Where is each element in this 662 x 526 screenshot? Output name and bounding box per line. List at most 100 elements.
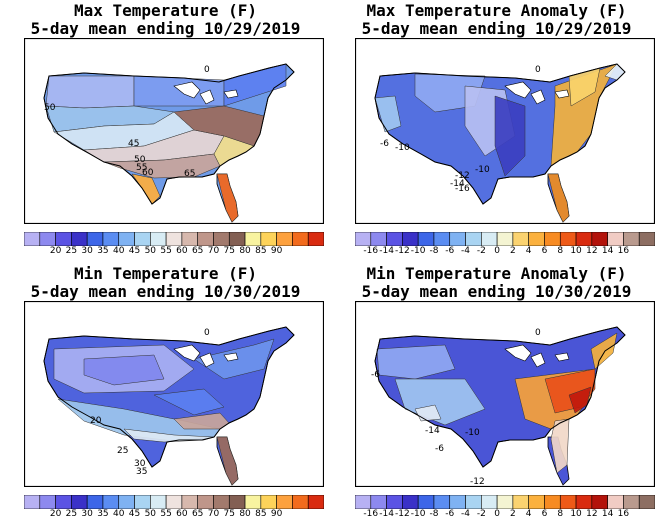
contour-label: 30 (134, 459, 146, 469)
legend-bar-temp (24, 232, 324, 246)
legend-swatch (638, 232, 655, 246)
legend-tick-label: 70 (207, 246, 220, 256)
legend-swatch (181, 495, 198, 509)
contour-zone (590, 332, 618, 370)
legend-tick-label: 90 (270, 246, 283, 256)
legend-swatch (181, 232, 198, 246)
legend-tick-label: -16 (363, 509, 379, 519)
legend-tick-label: 85 (255, 246, 267, 256)
legend-tick-label: -12 (395, 509, 410, 519)
contour-label: 25 (117, 446, 128, 456)
legend-swatch (575, 232, 593, 246)
map-frame (355, 38, 655, 224)
legend-tick-label: -16 (363, 246, 379, 256)
legend-tick-label: 75 (223, 509, 235, 519)
legend-tick-label: 6 (541, 246, 548, 256)
legend-swatch (481, 232, 498, 246)
contour-label: 0 (535, 328, 541, 338)
legend-tick-label: 10 (570, 246, 582, 256)
panel-max-temp: Max Temperature (F) 5-day mean ending 10… (0, 0, 331, 263)
map-max-temp-anomaly: -6 -10 -12-14-16 -10 0 (355, 38, 655, 224)
legend-tick-label: -10 (410, 246, 426, 256)
legend-bar-anomaly (355, 232, 655, 246)
legend-swatch (496, 495, 514, 509)
legend-tick-label: 75 (223, 246, 235, 256)
contour-zone (103, 153, 221, 179)
legend-tick-label: -2 (476, 509, 486, 519)
contour-label: -16 (455, 184, 470, 194)
contour-zone (547, 173, 570, 223)
legend-tick-label: 25 (65, 246, 78, 256)
legend-swatch (544, 232, 561, 246)
legend-tick-label: 16 (617, 246, 630, 256)
legend-tick-label: 25 (65, 509, 78, 519)
legend-tick-label: 80 (239, 509, 251, 519)
legend-swatch (512, 495, 529, 509)
panel-min-temp: Min Temperature (F) 5-day mean ending 10… (0, 263, 331, 526)
contour-zone (216, 173, 239, 223)
legend-tick-label: -6 (445, 246, 455, 256)
contour-label: 0 (204, 65, 210, 75)
contour-label: -14 (450, 179, 465, 189)
legend-swatch (213, 495, 230, 509)
legend-swatch (355, 232, 372, 246)
legend-ticks-anomaly: -16 -14 -12 -10 -8 -6 -4 -2 0 2 4 6 8 10 12 14 16 (355, 509, 655, 523)
legend-tick-label: 16 (617, 509, 630, 519)
contour-label: -10 (475, 165, 490, 175)
contour-zone (216, 436, 239, 486)
legend-swatch (355, 495, 372, 509)
legend-tick-label: 12 (586, 246, 598, 256)
panel-title: Max Temperature Anomaly (F) (366, 1, 627, 20)
legend-swatch (307, 232, 324, 246)
legend-swatch (197, 232, 214, 246)
legend-tick-label: 0 (494, 509, 500, 519)
legend-swatch (228, 232, 246, 246)
contour-label: -6 (380, 139, 389, 149)
great-lakes (504, 81, 570, 105)
legend-tick-label: 2 (510, 246, 516, 256)
legend-swatch (150, 232, 167, 246)
legend-tick-label: 50 (144, 509, 157, 519)
legend-ticks-temp: 20 25 30 35 40 45 50 55 60 65 70 75 80 85 90 (24, 509, 324, 523)
legend-swatch (24, 495, 41, 509)
legend-swatch (386, 495, 403, 509)
contour-label: 45 (128, 139, 139, 149)
legend-tick-label: 50 (144, 246, 157, 256)
legend-swatch (228, 495, 246, 509)
legend-tick-label: 10 (570, 509, 582, 519)
legend-ticks-anomaly: -16 -14 -12 -10 -8 -6 -4 -2 0 2 4 6 8 10 12 14 16 (355, 246, 655, 260)
legend-swatch (449, 495, 466, 509)
contour-label: -10 (465, 428, 480, 438)
contour-label: -10 (395, 143, 410, 153)
legend-swatch (465, 232, 482, 246)
legend-swatch (197, 495, 214, 509)
legend-swatch (71, 495, 88, 509)
legend-tick-label: 55 (160, 509, 172, 519)
contour-label: 50 (134, 155, 146, 165)
legend-swatch (386, 232, 403, 246)
map-frame (24, 38, 324, 224)
legend-swatch (86, 495, 104, 509)
legend-swatch (481, 495, 498, 509)
contour-label: 35 (136, 467, 147, 477)
legend-tick-label: 40 (113, 509, 125, 519)
legend-swatch (433, 232, 451, 246)
legend-swatch (559, 232, 577, 246)
map-min-temp-anomaly: -6 -14 -10 -6 -12 0 (355, 301, 655, 487)
legend-tick-label: 65 (191, 509, 204, 519)
legend-swatch (465, 495, 482, 509)
panel-min-temp-anomaly: Min Temperature Anomaly (F) 5-day mean e… (331, 263, 662, 526)
contour-label: -14 (425, 426, 440, 436)
great-lakes (504, 344, 570, 368)
legend-tick-label: 60 (176, 509, 188, 519)
contour-zone (550, 418, 570, 474)
legend-swatch (260, 232, 277, 246)
legend-swatch (623, 232, 640, 246)
legend-tick-label: 30 (81, 509, 93, 519)
legend-swatch (260, 495, 277, 509)
legend-swatch (417, 232, 435, 246)
panel-subtitle: 5-day mean ending 10/29/2019 (30, 19, 301, 38)
contour-label: 50 (44, 103, 56, 113)
legend-swatch (402, 232, 419, 246)
